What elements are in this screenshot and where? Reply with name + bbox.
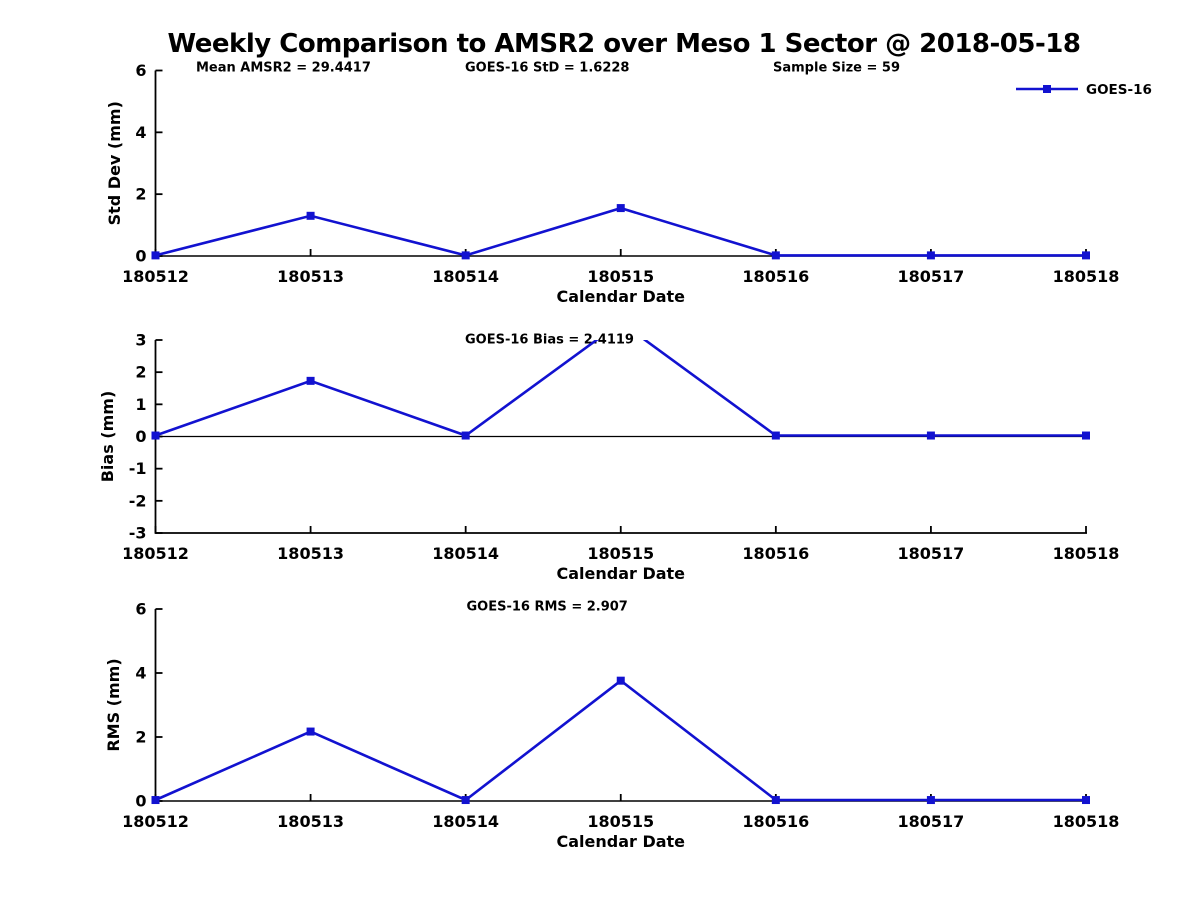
square-marker	[151, 431, 160, 440]
square-marker	[771, 431, 780, 440]
x-axis-label: Calendar Date	[556, 832, 685, 851]
x-tick-label: 180514	[432, 812, 499, 831]
y-tick-label: 2	[135, 728, 146, 747]
series-line-goes16	[155, 206, 1086, 257]
x-axis-label: Calendar Date	[556, 287, 685, 306]
x-axis-label: Calendar Date	[556, 564, 685, 583]
square-marker	[461, 251, 470, 260]
y-tick-label: 2	[135, 363, 146, 382]
y-tick-label: -1	[129, 459, 147, 478]
x-tick-label: 180518	[1053, 267, 1120, 286]
square-marker	[1082, 796, 1090, 805]
square-marker	[1082, 251, 1090, 260]
annotation: GOES-16 Bias = 2.4119	[465, 333, 634, 348]
square-marker	[926, 796, 935, 805]
square-marker	[461, 431, 470, 440]
y-tick-label: -3	[129, 524, 147, 543]
legend-label: GOES-16	[1086, 82, 1152, 98]
x-tick-label: 180514	[432, 267, 499, 286]
square-marker	[926, 431, 935, 440]
legend: GOES-16	[1016, 82, 1152, 98]
x-tick-label: 180513	[277, 812, 344, 831]
square-marker	[616, 204, 625, 213]
y-tick-label: 6	[135, 61, 146, 80]
y-tick-label: -2	[129, 491, 147, 510]
x-tick-label: 180517	[898, 267, 965, 286]
x-tick-label: 180515	[587, 544, 654, 563]
y-tick-label: 3	[135, 331, 146, 350]
x-tick-label: 180512	[122, 544, 189, 563]
x-tick-label: 180515	[587, 812, 654, 831]
square-marker	[1082, 431, 1090, 440]
subplot-rms: 0 2 4 6 180512 180513 180514 180515 180516 180517…	[104, 600, 1119, 852]
square-marker	[461, 796, 470, 805]
annotation: GOES-16 RMS = 2.907	[467, 600, 628, 615]
y-tick-label: 1	[135, 395, 146, 414]
x-tick-label: 180518	[1053, 544, 1120, 563]
series-markers-goes16	[151, 318, 1090, 440]
square-marker	[617, 318, 625, 326]
series-markers-goes16	[151, 676, 1090, 805]
square-marker	[306, 211, 315, 220]
y-tick-label: 6	[135, 600, 146, 619]
subplot-std-dev: 0 2 4 6 180512 180513 180514 180515 180516 180517…	[105, 61, 1152, 307]
square-marker	[771, 251, 780, 260]
y-axis-label: Bias (mm)	[98, 391, 117, 483]
y-tick-label: 2	[135, 185, 146, 204]
y-tick-label: 0	[135, 427, 146, 446]
x-tick-label: 180514	[432, 544, 499, 563]
x-tick-label: 180517	[898, 812, 965, 831]
x-tick-label: 180516	[742, 544, 809, 563]
x-tick-label: 180517	[898, 544, 965, 563]
x-tick-label: 180518	[1053, 812, 1120, 831]
subplot-bias: -3 -2 -1 0 1 2 3 180512 180513 180514 180515 180516…	[98, 318, 1120, 584]
x-tick-label: 180516	[742, 267, 809, 286]
square-marker	[151, 251, 160, 260]
x-tick-label: 180516	[742, 812, 809, 831]
annotation: Mean AMSR2 = 29.4417	[196, 61, 371, 76]
square-marker	[306, 376, 315, 385]
square-marker	[771, 796, 780, 805]
annotation: GOES-16 StD = 1.6228	[465, 61, 629, 76]
x-tick-label: 180512	[122, 812, 189, 831]
y-axis-label: RMS (mm)	[104, 658, 123, 751]
y-tick-label: 0	[135, 792, 146, 811]
x-tick-label: 180513	[277, 267, 344, 286]
square-marker	[306, 727, 315, 736]
series-markers-goes16	[151, 204, 1090, 260]
y-tick-label: 4	[135, 664, 146, 683]
annotation: Sample Size = 59	[773, 61, 900, 76]
legend-square-marker	[1043, 85, 1051, 93]
y-axis-label: Std Dev (mm)	[105, 101, 124, 225]
chart-title: Weekly Comparison to AMSR2 over Meso 1 S…	[167, 29, 1081, 59]
square-marker	[151, 796, 160, 805]
y-tick-label: 4	[135, 123, 146, 142]
x-tick-label: 180512	[122, 267, 189, 286]
y-tick-label: 0	[135, 247, 146, 266]
series-line-goes16	[154, 679, 1086, 802]
square-marker	[926, 251, 935, 260]
x-tick-label: 180513	[277, 544, 344, 563]
square-marker	[616, 676, 625, 685]
x-tick-label: 180515	[587, 267, 654, 286]
